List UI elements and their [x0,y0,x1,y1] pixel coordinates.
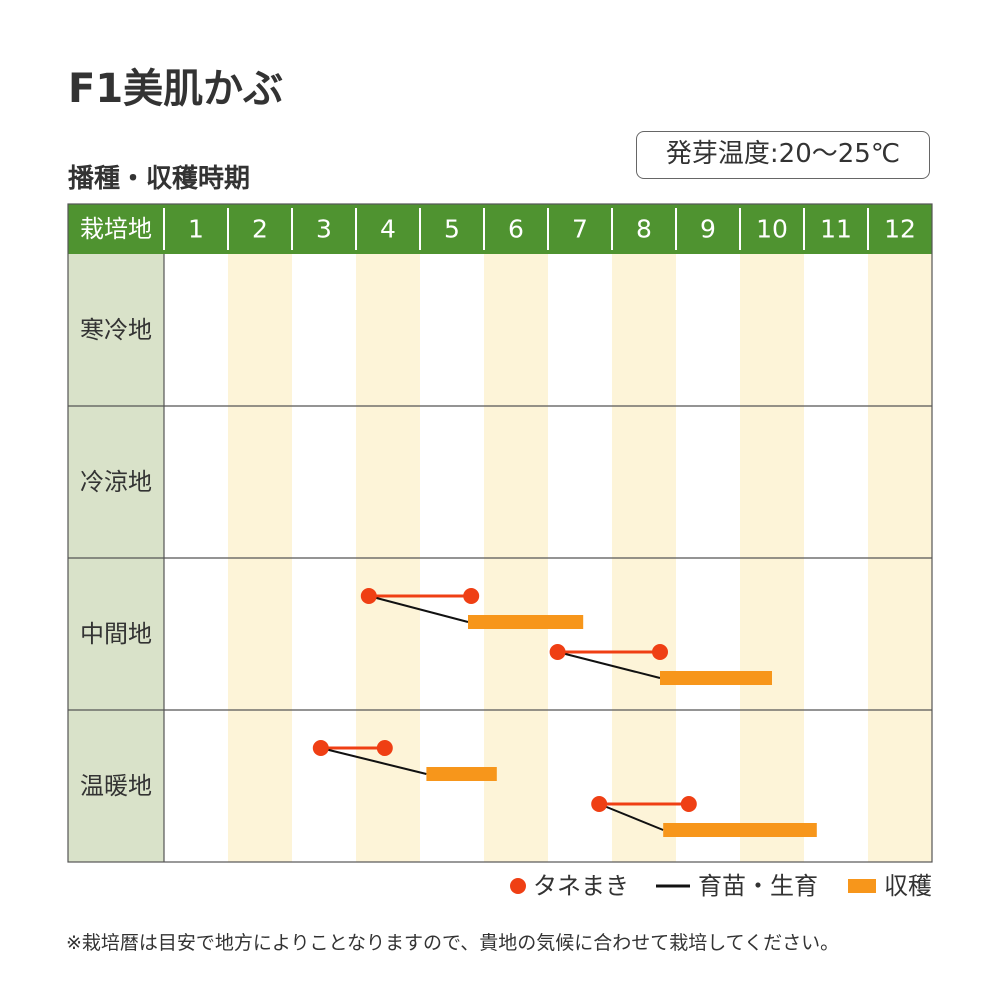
month-label: 6 [508,215,524,244]
sowing-end-dot [376,740,393,756]
month-label: 12 [884,215,916,244]
chart-subtitle: 播種・収穫時期 [68,164,251,194]
growing-line [368,595,469,623]
header-label: 栽培地 [80,215,152,243]
sowing-end-dot [680,796,697,812]
sowing-start-dot [312,740,329,756]
legend-sowing-marker [510,878,526,894]
harvest-bar [426,767,497,781]
germination-temperature-badge: 発芽温度:20〜25℃ [636,131,930,179]
sowing-end-dot [652,644,668,660]
growing-line [598,803,664,831]
footnote: ※栽培暦は目安で地方によりことなりますので、貴地の気候に合わせて栽培してください… [66,932,840,954]
month-label: 9 [700,215,716,244]
legend-growing-label: 育苗・生育 [698,872,818,900]
growing-line [320,747,427,775]
region-label: 温暖地 [80,772,152,800]
legend-harvest-marker [848,879,876,893]
sowing-start-dot [591,796,608,812]
page-title: F1美肌かぶ [68,66,284,112]
sowing-start-dot [360,588,377,604]
month-label: 7 [572,215,588,244]
month-label: 1 [188,215,204,244]
sowing-end-dot [463,588,480,604]
legend-harvest-label: 収穫 [884,872,932,900]
month-label: 8 [636,215,652,244]
month-label: 3 [316,215,332,244]
region-label: 寒冷地 [80,316,152,344]
month-label: 10 [756,215,788,244]
harvest-bar [663,823,817,837]
legend-sowing-label: タネまき [533,872,629,900]
region-label: 冷涼地 [80,468,152,496]
month-label: 5 [444,215,460,244]
month-label: 4 [380,215,396,244]
growing-line [557,651,661,679]
sowing-start-dot [549,644,566,660]
chart-border [67,203,933,863]
header-bar [68,204,932,254]
harvest-bar [468,615,584,629]
month-label: 2 [252,215,268,244]
region-label: 中間地 [80,620,152,648]
harvest-bar [660,671,772,685]
month-label: 11 [820,215,852,244]
